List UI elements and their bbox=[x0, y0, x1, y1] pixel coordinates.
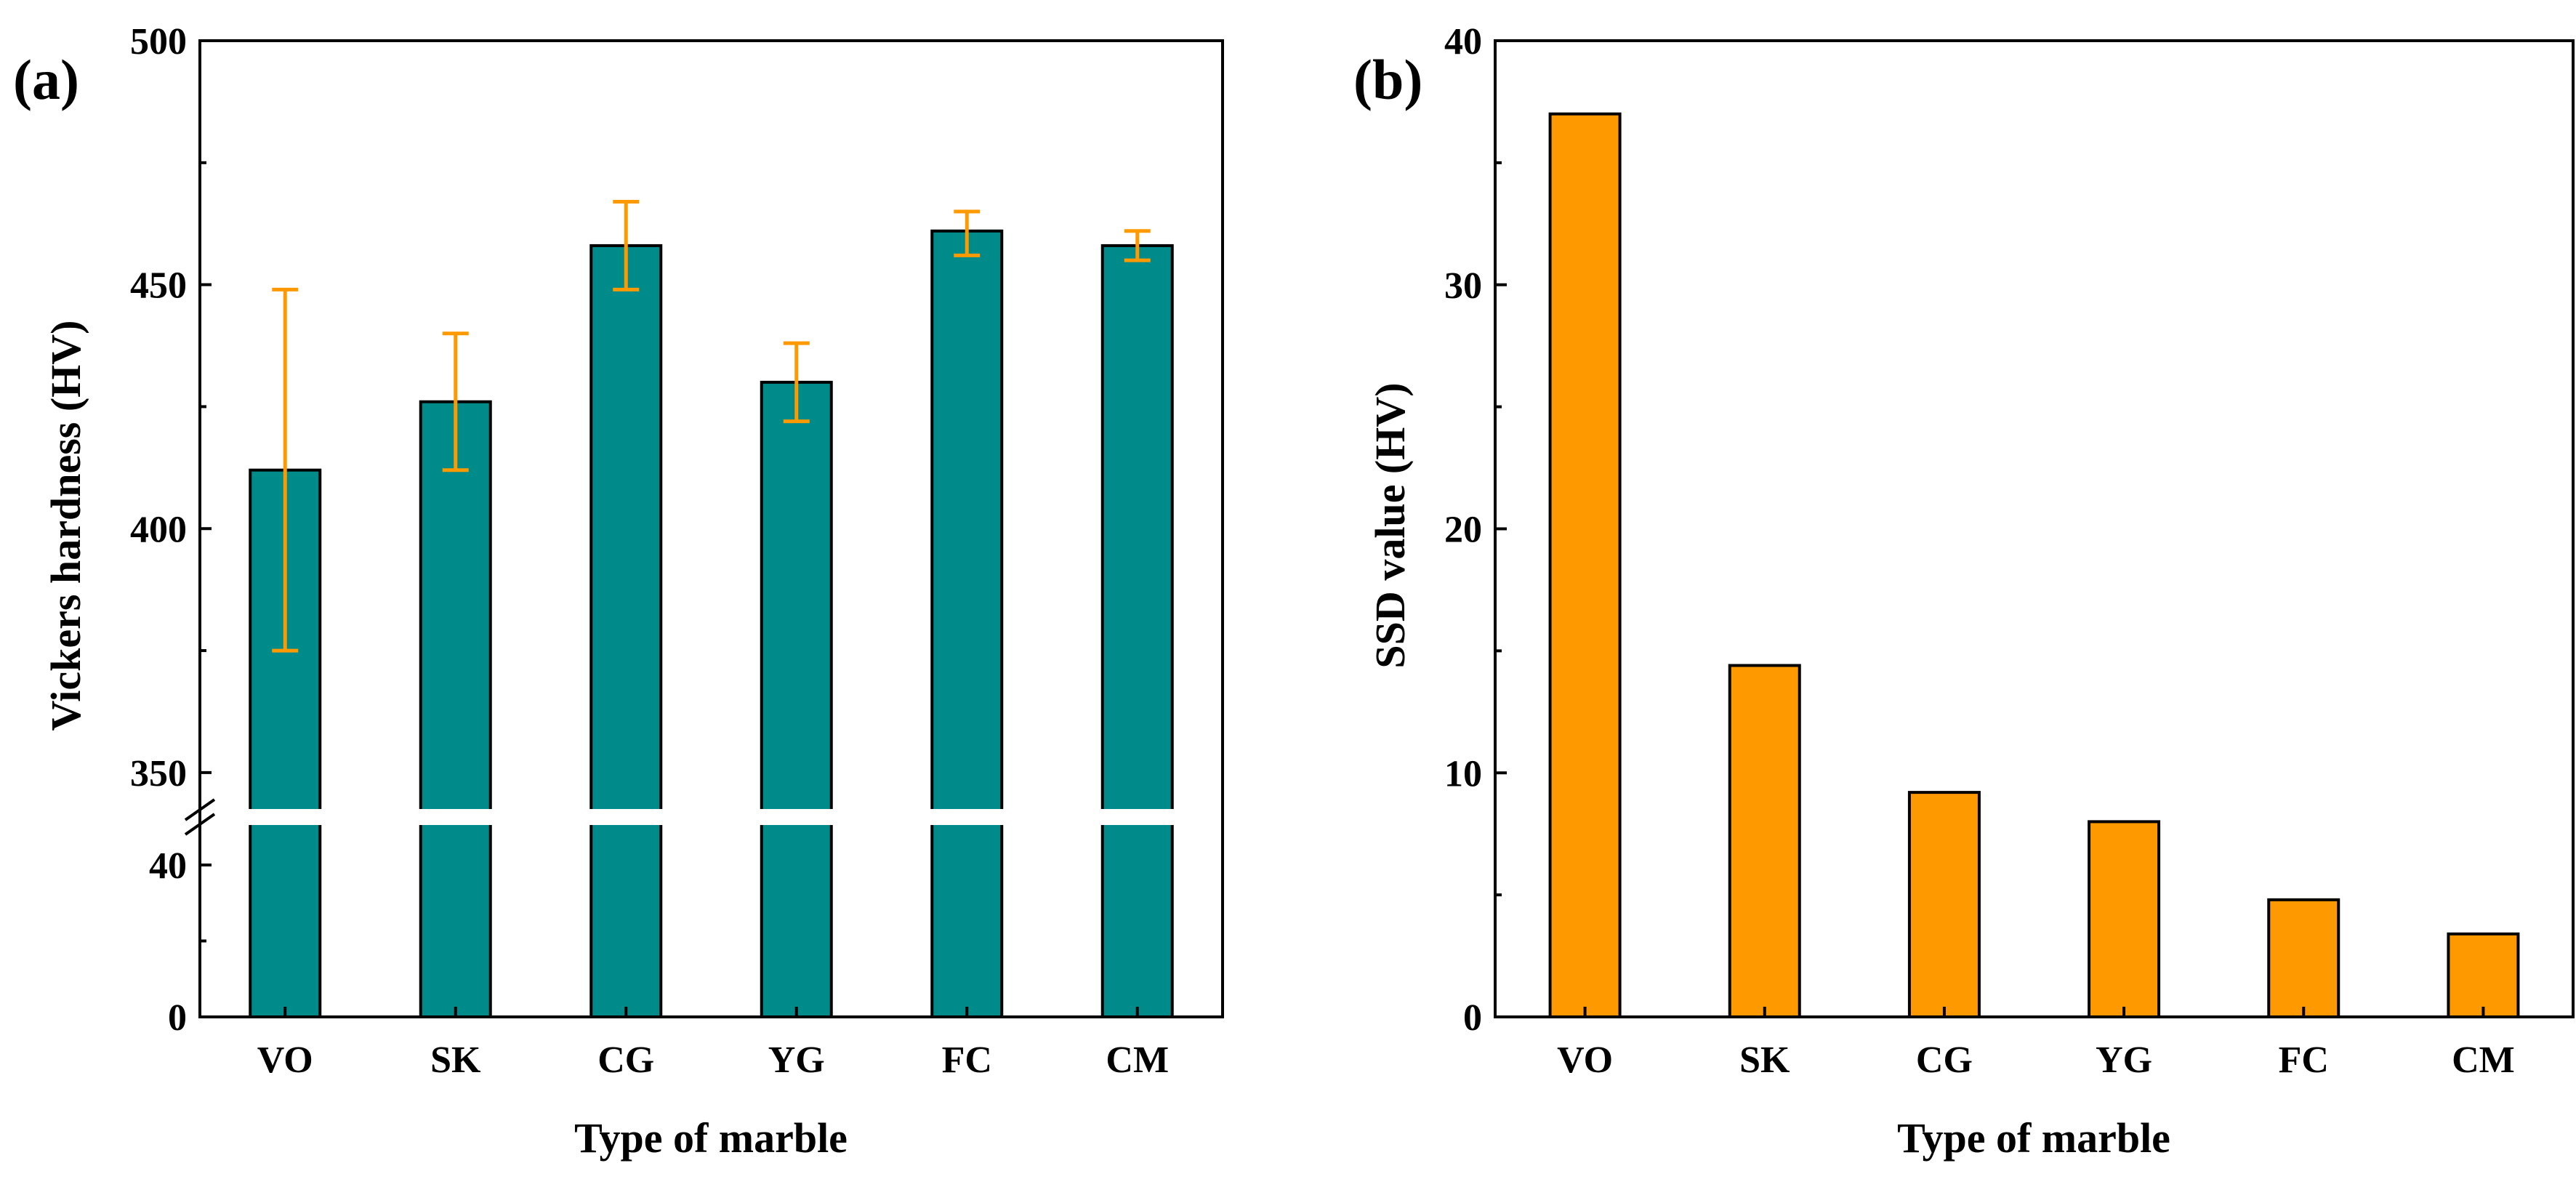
panel-b-frame bbox=[1494, 39, 2575, 1018]
x-tick-label-a-sk: SK bbox=[430, 1039, 481, 1081]
bar-a-yg bbox=[760, 380, 833, 1018]
y-tick-label-a-500: 500 bbox=[130, 21, 187, 63]
y-tick-label-a-450: 450 bbox=[130, 265, 187, 307]
bar-a-sk bbox=[419, 400, 492, 1018]
x-tick-label-b-vo: VO bbox=[1557, 1039, 1613, 1081]
y-tick-label-b-0: 0 bbox=[1463, 997, 1482, 1039]
panel-a-label: (a) bbox=[13, 48, 79, 111]
panel-b-x-axis-title: Type of marble bbox=[1897, 1114, 2170, 1162]
panel-a-axis-break bbox=[184, 798, 1224, 836]
panel-b-x-ticks: VO SK CG YG FC CM bbox=[1557, 1007, 2515, 1081]
bar-a-fc bbox=[930, 229, 1004, 1019]
panel-a-bars bbox=[249, 229, 1174, 1019]
panel-b-y-axis-title: SSD value (HV) bbox=[1367, 382, 1414, 668]
bar-b-sk bbox=[1728, 664, 1801, 1019]
bar-b-vo bbox=[1548, 112, 1622, 1019]
panel-b: (b) 0 10 20 30 40 VO SK CG YG FC CM Type of marbl… bbox=[1353, 21, 2575, 1162]
panel-a: (a) 0 40 350 400 450 500 VO SK CG YG FC CM Type of… bbox=[13, 21, 1224, 1162]
panel-a-error-bars bbox=[272, 200, 1151, 653]
x-tick-label-a-cm: CM bbox=[1106, 1039, 1169, 1081]
x-tick-label-b-fc: FC bbox=[2279, 1039, 2329, 1081]
bar-a-cm bbox=[1100, 244, 1174, 1018]
y-tick-label-b-20: 20 bbox=[1444, 510, 1482, 551]
y-tick-label-a-400: 400 bbox=[130, 509, 187, 550]
x-tick-label-b-sk: SK bbox=[1739, 1039, 1790, 1081]
bar-b-fc bbox=[2267, 898, 2340, 1018]
y-tick-label-b-10: 10 bbox=[1444, 753, 1482, 794]
panel-a-y-axis-title: Vickers hardness (HV) bbox=[42, 321, 89, 731]
y-tick-label-a-40: 40 bbox=[149, 845, 187, 887]
bar-b-cg bbox=[1907, 791, 1981, 1018]
x-tick-label-a-fc: FC bbox=[942, 1039, 992, 1081]
bar-b-yg bbox=[2088, 820, 2161, 1019]
panel-b-label: (b) bbox=[1353, 48, 1422, 111]
x-tick-label-a-vo: VO bbox=[257, 1039, 313, 1081]
panel-a-frame bbox=[198, 39, 1224, 1018]
y-tick-label-a-0: 0 bbox=[168, 997, 187, 1039]
panel-a-x-ticks: VO SK CG YG FC CM bbox=[257, 1007, 1169, 1081]
bar-b-cm bbox=[2447, 932, 2520, 1018]
bar-a-cg bbox=[589, 244, 663, 1018]
panel-a-y-ticks: 0 40 350 400 450 500 bbox=[130, 21, 212, 1039]
x-tick-label-b-yg: YG bbox=[2096, 1039, 2152, 1081]
y-tick-label-b-30: 30 bbox=[1444, 265, 1482, 307]
x-tick-label-b-cg: CG bbox=[1916, 1039, 1973, 1081]
y-tick-label-b-40: 40 bbox=[1444, 21, 1482, 63]
y-tick-label-a-350: 350 bbox=[130, 753, 187, 794]
panel-b-y-ticks: 0 10 20 30 40 bbox=[1444, 21, 1507, 1039]
break-gap bbox=[198, 809, 1224, 825]
x-tick-label-a-cg: CG bbox=[597, 1039, 654, 1081]
x-tick-label-a-yg: YG bbox=[768, 1039, 825, 1081]
panel-b-bars bbox=[1548, 112, 2520, 1019]
x-tick-label-b-cm: CM bbox=[2452, 1039, 2515, 1081]
panel-a-x-axis-title: Type of marble bbox=[574, 1114, 848, 1162]
